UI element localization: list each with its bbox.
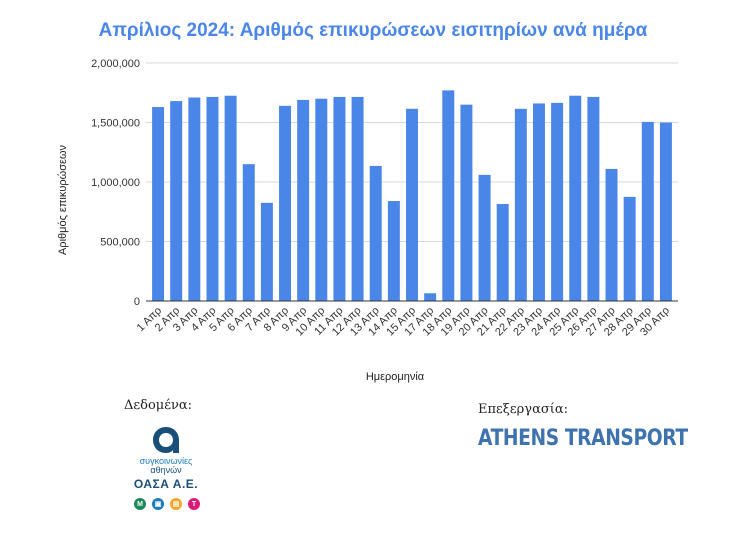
oasa-name: ΟΑΣΑ Α.Ε. (133, 477, 199, 491)
data-source-label: Δεδομένα: (124, 398, 193, 413)
bar (242, 164, 255, 301)
oasa-tagline-2: αθηνών (150, 465, 182, 475)
oasa-logo: συγκοινωνίες αθηνών ΟΑΣΑ Α.Ε. M ▣ ▤ T (124, 424, 208, 516)
y-tick-label: 0 (134, 296, 140, 308)
bar (623, 196, 636, 301)
bar (188, 97, 201, 301)
y-tick-label: 1,500,000 (91, 118, 140, 130)
bar (333, 96, 346, 301)
bars (152, 90, 672, 302)
bar (387, 201, 400, 301)
bar (406, 108, 418, 301)
bar (152, 107, 165, 301)
oasa-tagline-1: συγκοινωνίες (139, 456, 193, 466)
bar (551, 102, 564, 302)
x-axis-label: Ημερομηνία (366, 371, 425, 383)
bus-icon: ▣ (152, 498, 164, 510)
bar (659, 122, 672, 301)
processing-label: Επεξεργασία: (478, 402, 568, 417)
y-axis-ticks: 0 500,000 1,000,000 1,500,000 2,000,000 (91, 58, 140, 308)
y-tick-label: 2,000,000 (91, 58, 140, 70)
bar (641, 121, 654, 301)
y-axis-label: Αριθμός επικυρώσεων (57, 144, 69, 255)
bar (532, 103, 545, 302)
y-tick-label: 500,000 (100, 237, 140, 249)
bar (587, 96, 600, 301)
bar (496, 204, 509, 301)
bar (170, 101, 183, 301)
trolley-icon: ▤ (170, 498, 182, 510)
oasa-a-icon (153, 427, 179, 453)
bar (605, 168, 618, 301)
bar (460, 104, 473, 302)
bar (224, 95, 237, 301)
bar (569, 95, 582, 301)
bar (206, 96, 219, 301)
bar (478, 174, 491, 301)
chart-title: Απρίλιος 2024: Αριθμός επικυρώσεων εισιτ… (98, 20, 648, 41)
bar (279, 105, 292, 301)
bar (424, 293, 437, 301)
bar (369, 165, 382, 301)
metro-icon: M (134, 498, 146, 510)
bar (442, 90, 455, 302)
bar (260, 202, 273, 301)
tram-icon: T (188, 498, 200, 510)
transport-mode-icons: M ▣ ▤ T (134, 498, 200, 512)
y-tick-label: 1,000,000 (91, 177, 140, 189)
athens-transport-logo: ATHENS TRANSPORT (478, 426, 688, 451)
bar (514, 108, 527, 301)
bar (351, 96, 364, 301)
bar (315, 98, 328, 301)
bar (297, 99, 310, 301)
